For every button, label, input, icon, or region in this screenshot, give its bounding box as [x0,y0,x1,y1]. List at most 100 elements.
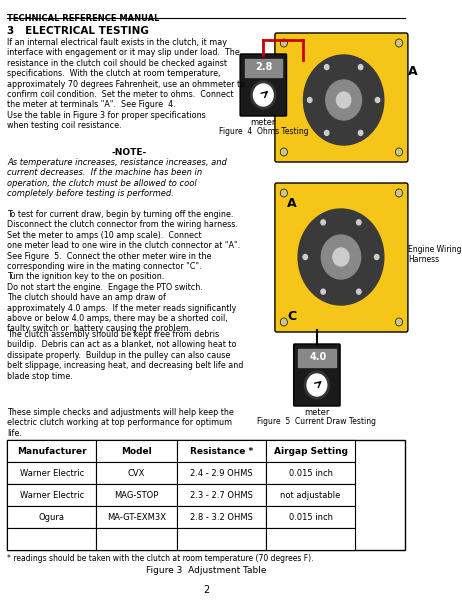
Bar [97,528,177,550]
Text: 0.015 inch: 0.015 inch [289,512,333,521]
Circle shape [308,97,312,103]
Text: C: C [287,310,297,323]
Circle shape [359,130,363,136]
Text: 4.0: 4.0 [309,352,326,362]
Circle shape [280,39,287,47]
Text: 3   ELECTRICAL TESTING: 3 ELECTRICAL TESTING [7,26,149,36]
Bar [177,484,266,506]
Bar [97,484,177,506]
Circle shape [322,235,361,279]
Circle shape [397,41,401,45]
Text: Airgap Setting: Airgap Setting [274,446,347,455]
Bar [7,484,97,506]
Bar [177,440,266,462]
Bar [7,506,97,528]
Text: 0.015 inch: 0.015 inch [289,469,333,478]
Text: If an internal electrical fault exists in the clutch, it may
interface with enga: If an internal electrical fault exists i… [7,38,245,130]
Bar [7,440,97,462]
Text: 2.8: 2.8 [255,62,273,72]
Text: 2.4 - 2.9 OHMS: 2.4 - 2.9 OHMS [190,469,253,478]
Bar [177,528,266,550]
Circle shape [303,254,308,259]
Circle shape [251,81,276,109]
Text: The clutch assembly should be kept free from debris
buildip.  Debris can act as : The clutch assembly should be kept free … [7,330,243,380]
Circle shape [280,189,287,197]
Circle shape [397,191,401,195]
Text: 2: 2 [203,585,209,595]
Circle shape [307,374,327,396]
Bar [7,440,405,550]
Text: 2.8 - 3.2 OHMS: 2.8 - 3.2 OHMS [190,512,253,521]
Bar [97,440,177,462]
Text: Engine Wiring
Harness: Engine Wiring Harness [408,245,462,265]
Text: * readings should be taken with the clutch at room temperature (70 degrees F).: * readings should be taken with the clut… [7,554,314,563]
Text: A: A [408,65,418,78]
Circle shape [298,209,384,305]
FancyBboxPatch shape [275,183,408,332]
Text: Figure 3  Adjustment Table: Figure 3 Adjustment Table [146,566,267,575]
Text: These simple checks and adjustments will help keep the
electric clutch working a: These simple checks and adjustments will… [7,408,234,438]
Circle shape [280,148,287,156]
Bar [177,462,266,484]
Text: Manufacturer: Manufacturer [17,446,86,455]
Circle shape [397,150,401,154]
Bar [298,349,335,367]
Circle shape [282,150,286,154]
Text: Model: Model [121,446,152,455]
Circle shape [321,220,325,225]
Circle shape [333,248,349,266]
Text: CVX: CVX [128,469,145,478]
Bar [97,506,177,528]
Circle shape [395,189,402,197]
Text: meter: meter [250,118,276,127]
FancyBboxPatch shape [294,344,340,406]
Text: meter: meter [304,408,329,417]
FancyBboxPatch shape [240,54,286,116]
Text: MA-GT-EXM3X: MA-GT-EXM3X [107,512,166,521]
Circle shape [324,65,329,70]
Text: To test for current draw, begin by turning off the engine.
Disconnect the clutch: To test for current draw, begin by turni… [7,210,240,334]
Circle shape [357,289,361,294]
Bar [7,462,97,484]
FancyBboxPatch shape [275,33,408,162]
Circle shape [321,289,325,294]
Circle shape [254,84,273,106]
Text: Resistance *: Resistance * [190,446,253,455]
Circle shape [395,318,402,326]
Text: Figure  5  Current Draw Testing: Figure 5 Current Draw Testing [257,417,377,426]
Circle shape [282,191,286,195]
Text: Figure  4  Ohms Testing: Figure 4 Ohms Testing [219,127,308,136]
Circle shape [326,80,361,120]
Circle shape [397,320,401,324]
Bar [97,462,177,484]
Text: As temperature increases, resistance increases, and
current decreases.  If the m: As temperature increases, resistance inc… [7,158,227,198]
Bar [266,440,355,462]
Circle shape [395,39,402,47]
Text: A: A [287,197,297,210]
Bar [266,506,355,528]
Bar [177,506,266,528]
Circle shape [280,318,287,326]
Bar [266,528,355,550]
Text: Warner Electric: Warner Electric [20,491,84,499]
Circle shape [282,320,286,324]
Circle shape [395,148,402,156]
Text: Warner Electric: Warner Electric [20,469,84,478]
Text: -NOTE-: -NOTE- [112,148,147,157]
Bar [266,462,355,484]
Circle shape [324,130,329,136]
Text: not adjustable: not adjustable [280,491,341,499]
Circle shape [282,41,286,45]
Text: Ogura: Ogura [39,512,65,521]
Circle shape [304,371,329,399]
Text: MAG-STOP: MAG-STOP [115,491,159,499]
Circle shape [357,220,361,225]
Circle shape [336,92,351,108]
Bar [266,484,355,506]
Circle shape [304,55,384,145]
Text: TECHNICAL REFERENCE MANUAL: TECHNICAL REFERENCE MANUAL [7,14,159,23]
Circle shape [359,65,363,70]
Bar [7,528,97,550]
Circle shape [374,254,379,259]
Circle shape [375,97,380,103]
